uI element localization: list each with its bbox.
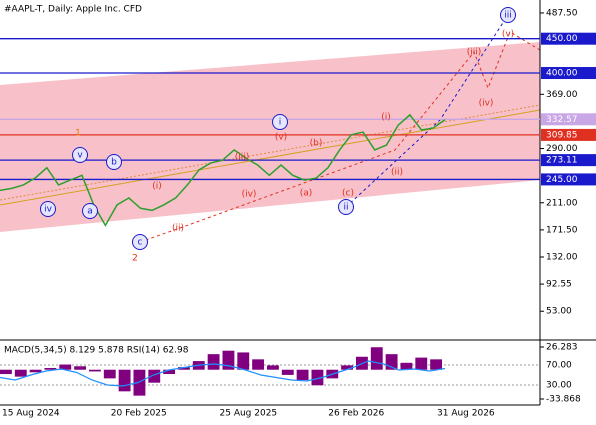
macd-bar xyxy=(415,357,428,370)
rsi-tick-label: 30.00 xyxy=(546,381,572,391)
macd-bar xyxy=(281,369,294,375)
wave-circle xyxy=(72,147,88,163)
wave-label: a xyxy=(87,207,93,217)
wave-label: (ii) xyxy=(391,168,403,178)
level-label-box xyxy=(541,173,596,186)
macd-bar xyxy=(29,369,42,373)
y-tick-label: 26.283 xyxy=(546,343,578,353)
y-tick-label: 171.50 xyxy=(546,225,578,235)
level-label-box xyxy=(541,32,596,45)
macd-bar xyxy=(44,367,57,370)
x-tick-label: 26 Feb 2026 xyxy=(328,409,384,419)
macd-bar xyxy=(400,362,413,370)
y-tick-label: 211.00 xyxy=(546,198,578,208)
macd-bar xyxy=(89,369,101,372)
trend-line xyxy=(0,109,541,206)
macd-bar xyxy=(237,352,250,370)
wave-label: (ii) xyxy=(172,224,184,234)
level-label-box xyxy=(541,154,596,167)
macd-bar xyxy=(163,369,176,375)
wave-label: b xyxy=(111,158,117,168)
wave-circle xyxy=(82,203,98,219)
rsi-line xyxy=(0,360,446,387)
wave-label: (iv) xyxy=(242,190,257,200)
wave-circle xyxy=(132,234,148,250)
macd-bar xyxy=(118,369,131,392)
macd-bar xyxy=(14,369,27,377)
y-tick-label: 487.50 xyxy=(546,8,578,18)
level-label: 245.00 xyxy=(546,175,578,185)
forecast-path xyxy=(139,31,541,243)
wave-label: i xyxy=(279,118,282,128)
wave-label: (b) xyxy=(310,139,323,149)
wave-label: 2 xyxy=(132,254,138,264)
forecast-path xyxy=(345,14,509,208)
macd-bar xyxy=(341,365,354,370)
indicator-title: MACD(5,34,5) 8.129 5.878 RSI(14) 62.98 xyxy=(4,346,189,356)
wave-label: (iii) xyxy=(235,153,250,163)
wave-label: 1 xyxy=(75,129,81,139)
y-tick-label: 290.00 xyxy=(546,144,578,154)
wave-label: (v) xyxy=(275,133,287,143)
y-tick-label: 369.00 xyxy=(546,90,578,100)
wave-label: (iii) xyxy=(467,48,482,58)
chart-title: #AAPL-T, Daily: Apple Inc. CFD xyxy=(4,5,142,15)
trend-line xyxy=(0,104,541,201)
level-label: 332.57 xyxy=(546,115,578,125)
macd-bar xyxy=(252,359,265,370)
macd-bar xyxy=(296,369,309,381)
level-label-box xyxy=(541,113,596,126)
macd-bar xyxy=(74,366,87,370)
macd-bar xyxy=(103,369,116,379)
rsi-tick-label: 70.00 xyxy=(546,361,572,371)
wave-circle xyxy=(338,199,354,215)
wave-label: c xyxy=(138,238,143,248)
y-tick-label: 53.00 xyxy=(546,307,572,317)
x-tick-label: 31 Aug 2026 xyxy=(437,409,495,419)
macd-bar xyxy=(178,367,190,370)
macd-bar xyxy=(267,365,279,370)
wave-label: (i) xyxy=(381,113,391,123)
x-tick-label: 25 Aug 2025 xyxy=(220,409,278,419)
wave-label: (i) xyxy=(152,182,162,192)
wave-label: (c) xyxy=(342,189,354,199)
level-label: 273.11 xyxy=(546,156,578,166)
wave-circle xyxy=(500,7,516,23)
wave-label: (iv) xyxy=(479,99,494,109)
level-label-box xyxy=(541,67,596,80)
wave-label: (a) xyxy=(300,189,313,199)
macd-bar xyxy=(385,354,398,370)
price-line xyxy=(0,113,446,227)
macd-bar xyxy=(148,369,161,383)
macd-bar xyxy=(133,369,146,396)
level-label: 450.00 xyxy=(546,34,578,44)
macd-bar xyxy=(370,347,383,370)
level-label: 400.00 xyxy=(546,69,578,79)
wave-circle xyxy=(40,201,56,217)
macd-bar xyxy=(222,350,235,370)
macd-bar xyxy=(0,369,12,375)
wave-label: ii xyxy=(343,203,348,213)
wave-label: iii xyxy=(504,11,512,21)
macd-bar xyxy=(311,369,324,386)
wave-label: (v) xyxy=(502,30,514,40)
y-tick-label: 92.55 xyxy=(546,280,572,290)
price-channel xyxy=(0,42,540,232)
wave-circle xyxy=(272,114,288,130)
macd-bar xyxy=(207,354,220,370)
level-label: 309.85 xyxy=(546,130,578,140)
macd-bar xyxy=(59,364,72,370)
wave-label: iv xyxy=(44,205,53,215)
wave-circle xyxy=(106,154,122,170)
macd-bar xyxy=(430,359,443,370)
y-tick-label: 132.00 xyxy=(546,252,578,262)
wave-label: v xyxy=(77,151,83,161)
x-tick-label: 15 Aug 2024 xyxy=(2,409,60,419)
level-label-box xyxy=(541,128,596,141)
x-tick-label: 20 Feb 2025 xyxy=(111,409,167,419)
y-tick-label: -33.868 xyxy=(546,395,581,405)
